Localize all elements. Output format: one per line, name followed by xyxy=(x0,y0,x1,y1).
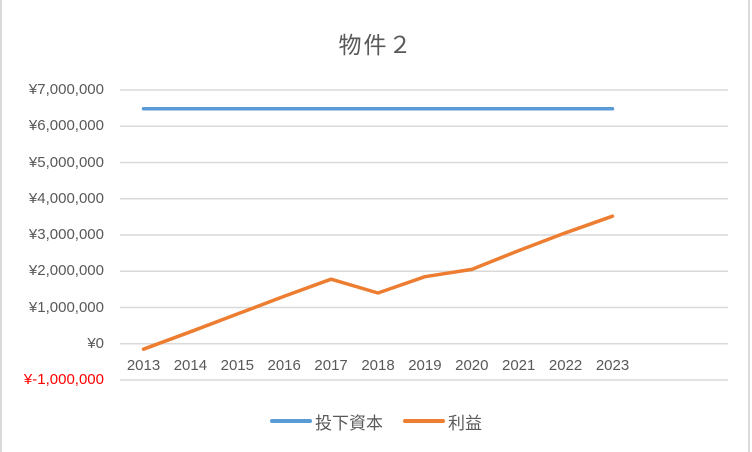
y-tick-label[interactable]: ¥2,000,000 xyxy=(28,262,104,280)
x-tick-label[interactable]: 2023 xyxy=(595,357,630,374)
chart-title[interactable]: 物件２ xyxy=(338,32,414,58)
profit-series-line[interactable] xyxy=(141,214,615,351)
x-tick-label[interactable]: 2017 xyxy=(314,357,348,374)
y-tick-label[interactable]: ¥5,000,000 xyxy=(28,153,104,171)
x-tick-label[interactable]: 2020 xyxy=(455,357,489,374)
legend-label: 投下資本 xyxy=(315,413,383,433)
x-tick-label[interactable]: 2016 xyxy=(267,357,301,374)
chart-border-left xyxy=(0,0,2,452)
y-tick-label[interactable]: ¥1,000,000 xyxy=(28,298,104,316)
legend-item[interactable]: 利益 xyxy=(403,409,482,434)
legend-line-swatch xyxy=(403,419,445,423)
y-tick-label[interactable]: ¥3,000,000 xyxy=(28,226,104,243)
legend[interactable]: 投下資本 利益 xyxy=(0,409,752,433)
x-tick-label[interactable]: 2019 xyxy=(408,357,442,374)
y-tick-label[interactable]: ¥-1,000,000 xyxy=(23,371,104,388)
x-tick-label[interactable]: 2013 xyxy=(126,357,161,374)
x-tick-label[interactable]: 2021 xyxy=(502,357,536,374)
y-tick-label[interactable]: ¥6,000,000 xyxy=(28,117,104,135)
legend-item[interactable]: 投下資本 xyxy=(270,409,383,434)
y-tick-label[interactable]: ¥7,000,000 xyxy=(28,81,104,98)
legend-line-swatch xyxy=(270,419,312,423)
y-tick-label[interactable]: ¥4,000,000 xyxy=(28,189,104,207)
y-tick-label[interactable]: ¥0 xyxy=(87,334,104,352)
x-tick-label[interactable]: 2022 xyxy=(548,357,583,374)
legend-label: 利益 xyxy=(448,413,482,433)
x-tick-label[interactable]: 2018 xyxy=(361,357,395,374)
x-tick-label[interactable]: 2015 xyxy=(220,357,254,374)
chart-border-right xyxy=(748,0,750,452)
x-tick-label[interactable]: 2014 xyxy=(173,357,208,374)
